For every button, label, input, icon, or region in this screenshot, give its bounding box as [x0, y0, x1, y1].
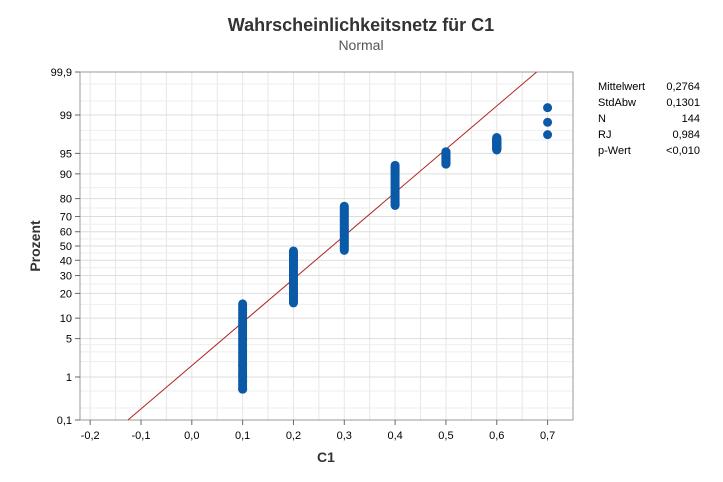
x-tick-label: -0,2	[81, 430, 100, 442]
data-point	[339, 201, 349, 211]
y-axis: 0,1 1 5 10 20 30 40 50 60 70 80 90 95 99 99,9	[51, 67, 80, 427]
stat-label: Mittelwert	[598, 81, 645, 93]
stats-table: Mittelwert 0,2764 StdAbw 0,1301 N 144 RJ 0,984 p…	[598, 81, 700, 157]
y-tick-label: 90	[60, 169, 72, 181]
stat-value: 144	[682, 113, 700, 125]
data-point	[543, 103, 553, 113]
y-tick-label: 70	[60, 211, 72, 223]
stat-label: StdAbw	[598, 97, 636, 109]
data-point	[543, 117, 553, 127]
stat-label: N	[598, 113, 606, 125]
y-tick-label: 30	[60, 271, 72, 283]
y-tick-label: 40	[60, 255, 72, 267]
x-tick-label: 0,5	[438, 430, 453, 442]
stat-value: 0,984	[672, 129, 700, 141]
stat-label: RJ	[598, 129, 611, 141]
grid	[80, 71, 574, 421]
y-tick-label: 80	[60, 194, 72, 206]
x-axis-label: C1	[317, 449, 335, 465]
chart-title: Wahrscheinlichkeitsnetz für C1	[228, 15, 494, 35]
stat-value: 0,1301	[666, 97, 700, 109]
data-point	[441, 147, 451, 157]
data-point	[238, 384, 248, 394]
x-tick-label: 0,6	[489, 430, 504, 442]
data-points	[238, 103, 553, 394]
y-tick-label: 50	[60, 241, 72, 253]
x-tick-label: 0,0	[184, 430, 199, 442]
stat-value: <0,010	[666, 145, 700, 157]
y-tick-label: 10	[60, 313, 72, 325]
y-tick-label: 20	[60, 288, 72, 300]
y-tick-label: 5	[66, 334, 72, 346]
x-tick-label: 0,7	[540, 430, 555, 442]
x-tick-label: 0,2	[286, 430, 301, 442]
x-axis: -0,2 -0,1 0,0 0,1 0,2 0,3 0,4 0,5 0,6 0,7	[81, 420, 555, 442]
data-point	[238, 370, 248, 380]
chart-subtitle: Normal	[338, 37, 383, 53]
data-point	[288, 246, 298, 256]
y-tick-label: 95	[60, 148, 72, 160]
x-tick-label: -0,1	[132, 430, 151, 442]
y-tick-label: 99	[60, 110, 72, 122]
data-point	[238, 299, 248, 309]
y-tick-label: 60	[60, 227, 72, 239]
y-tick-label: 0,1	[57, 415, 72, 427]
fit-line	[127, 71, 537, 421]
stat-label: p-Wert	[598, 145, 631, 157]
data-point	[238, 360, 248, 370]
y-tick-label: 1	[66, 372, 72, 384]
x-tick-label: 0,3	[337, 430, 352, 442]
x-tick-label: 0,1	[235, 430, 250, 442]
x-tick-label: 0,4	[387, 430, 402, 442]
stat-value: 0,2764	[666, 81, 700, 93]
data-point	[543, 130, 553, 140]
y-axis-label: Prozent	[27, 220, 43, 272]
y-tick-label: 99,9	[51, 67, 72, 79]
data-point	[390, 160, 400, 170]
data-point	[492, 133, 502, 143]
